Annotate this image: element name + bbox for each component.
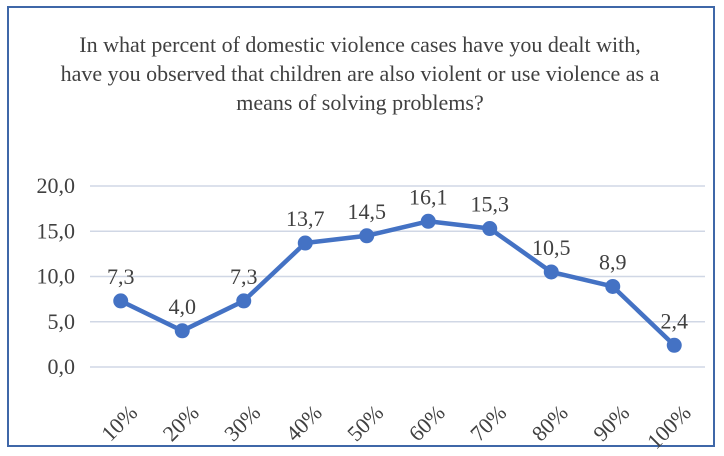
data-point — [605, 278, 621, 294]
x-tick-label: 20% — [158, 400, 204, 446]
y-tick-label: 20,0 — [37, 173, 76, 198]
data-point — [236, 293, 252, 309]
gridlines — [90, 185, 705, 368]
data-label: 7,3 — [107, 264, 135, 289]
y-tick-label: 15,0 — [37, 218, 76, 243]
data-label: 16,1 — [409, 184, 448, 209]
x-tick-label: 80% — [527, 400, 573, 446]
x-tick-label: 60% — [404, 400, 450, 446]
data-labels: 7,3 4,0 7,3 13,7 14,5 16,1 15,3 10,5 8,9 2,4 — [107, 184, 688, 333]
data-label: 13,7 — [286, 206, 325, 231]
data-point — [359, 228, 375, 244]
y-axis-ticks: 0,0 5,0 10,0 15,0 20,0 — [37, 173, 76, 379]
data-point — [113, 293, 129, 309]
data-point — [666, 337, 682, 353]
x-tick-label: 100% — [642, 400, 696, 454]
data-label: 7,3 — [230, 264, 258, 289]
data-label: 4,0 — [169, 294, 197, 319]
x-tick-label: 90% — [588, 400, 634, 446]
data-label: 2,4 — [661, 308, 689, 333]
x-tick-label: 30% — [219, 400, 265, 446]
data-label: 10,5 — [532, 235, 571, 260]
data-label: 14,5 — [348, 199, 387, 224]
y-tick-label: 10,0 — [37, 264, 76, 289]
data-point — [420, 213, 436, 229]
chart-title: In what percent of domestic violence cas… — [60, 32, 660, 115]
x-tick-label: 10% — [96, 400, 142, 446]
y-tick-label: 5,0 — [48, 309, 76, 334]
data-label: 8,9 — [599, 249, 627, 274]
x-tick-label: 40% — [281, 400, 327, 446]
data-point — [297, 235, 313, 251]
x-tick-label: 50% — [342, 400, 388, 446]
data-point — [543, 264, 559, 280]
data-point — [174, 323, 190, 339]
x-tick-label: 70% — [465, 400, 511, 446]
x-axis-ticks: 10% 20% 30% 40% 50% 60% 70% 80% 90% 100% — [96, 400, 696, 454]
chart-frame — [7, 6, 715, 447]
data-point — [482, 221, 498, 237]
data-label: 15,3 — [471, 192, 510, 217]
data-points — [113, 213, 682, 353]
y-tick-label: 0,0 — [48, 354, 76, 379]
series-line — [119, 219, 676, 347]
